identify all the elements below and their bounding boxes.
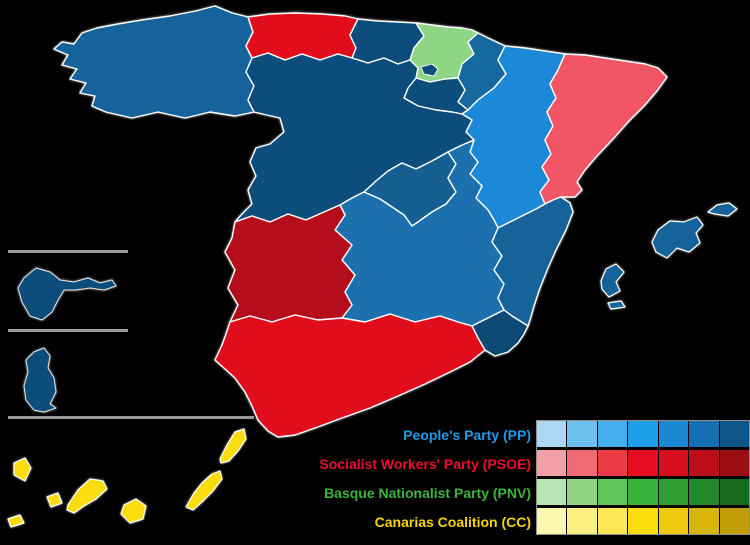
legend-scale-row-psoe <box>537 450 749 476</box>
balearic-islands-group <box>600 202 738 310</box>
legend-swatch <box>537 421 567 447</box>
region-galicia <box>53 5 255 119</box>
legend-scale-row-pnv <box>537 479 749 505</box>
legend-label-psoe: Socialist Workers' Party (PSOE) <box>319 456 531 472</box>
peninsula-group <box>53 5 668 438</box>
legend-swatch <box>689 508 719 534</box>
legend-swatch <box>658 479 689 505</box>
inset-divider-line <box>8 250 128 253</box>
legend-swatch <box>537 508 567 534</box>
legend-swatch <box>719 508 749 534</box>
legend-swatch <box>628 479 658 505</box>
legend-swatch <box>658 421 689 447</box>
legend-label-pp: People's Party (PP) <box>403 427 531 443</box>
region-ceuta <box>17 267 117 321</box>
legend-swatch <box>658 508 689 534</box>
region-canary-islands <box>7 428 247 528</box>
legend-swatch <box>537 450 567 476</box>
legend-color-scale <box>536 420 750 535</box>
ceuta-inset-group <box>17 267 117 321</box>
inset-divider-line <box>8 416 254 419</box>
legend-swatch <box>628 421 658 447</box>
legend-swatch <box>567 479 597 505</box>
legend-swatch <box>628 508 658 534</box>
legend-swatch <box>567 421 597 447</box>
legend-scale-row-cc <box>537 508 749 534</box>
legend-swatch <box>689 450 719 476</box>
region-andalusia <box>214 313 486 438</box>
melilla-inset-group <box>23 347 57 413</box>
legend-scale-row-pp <box>537 421 749 447</box>
legend-swatch <box>537 479 567 505</box>
legend-swatch <box>719 421 749 447</box>
region-asturias <box>245 12 359 61</box>
legend-swatch <box>597 421 628 447</box>
region-trevino-enclave <box>420 63 439 77</box>
inset-dividers <box>8 250 254 419</box>
legend-swatch <box>567 450 597 476</box>
region-extremadura <box>224 204 356 323</box>
legend-swatch <box>658 450 689 476</box>
legend-label-pnv: Basque Nationalist Party (PNV) <box>324 485 531 501</box>
region-balearic-islands <box>600 202 738 310</box>
legend-swatch <box>719 479 749 505</box>
legend-swatch <box>628 450 658 476</box>
canary-islands-group <box>7 428 247 528</box>
region-murcia <box>471 309 529 357</box>
inset-divider-line <box>8 329 128 332</box>
legend-swatch <box>597 508 628 534</box>
legend-swatch <box>719 450 749 476</box>
legend-swatch <box>597 479 628 505</box>
legend-swatch <box>689 421 719 447</box>
legend-label-cc: Canarias Coalition (CC) <box>374 514 531 530</box>
region-melilla <box>23 347 57 413</box>
legend-swatch <box>597 450 628 476</box>
legend-swatch <box>689 479 719 505</box>
region-catalonia <box>539 53 668 205</box>
legend-swatch <box>567 508 597 534</box>
